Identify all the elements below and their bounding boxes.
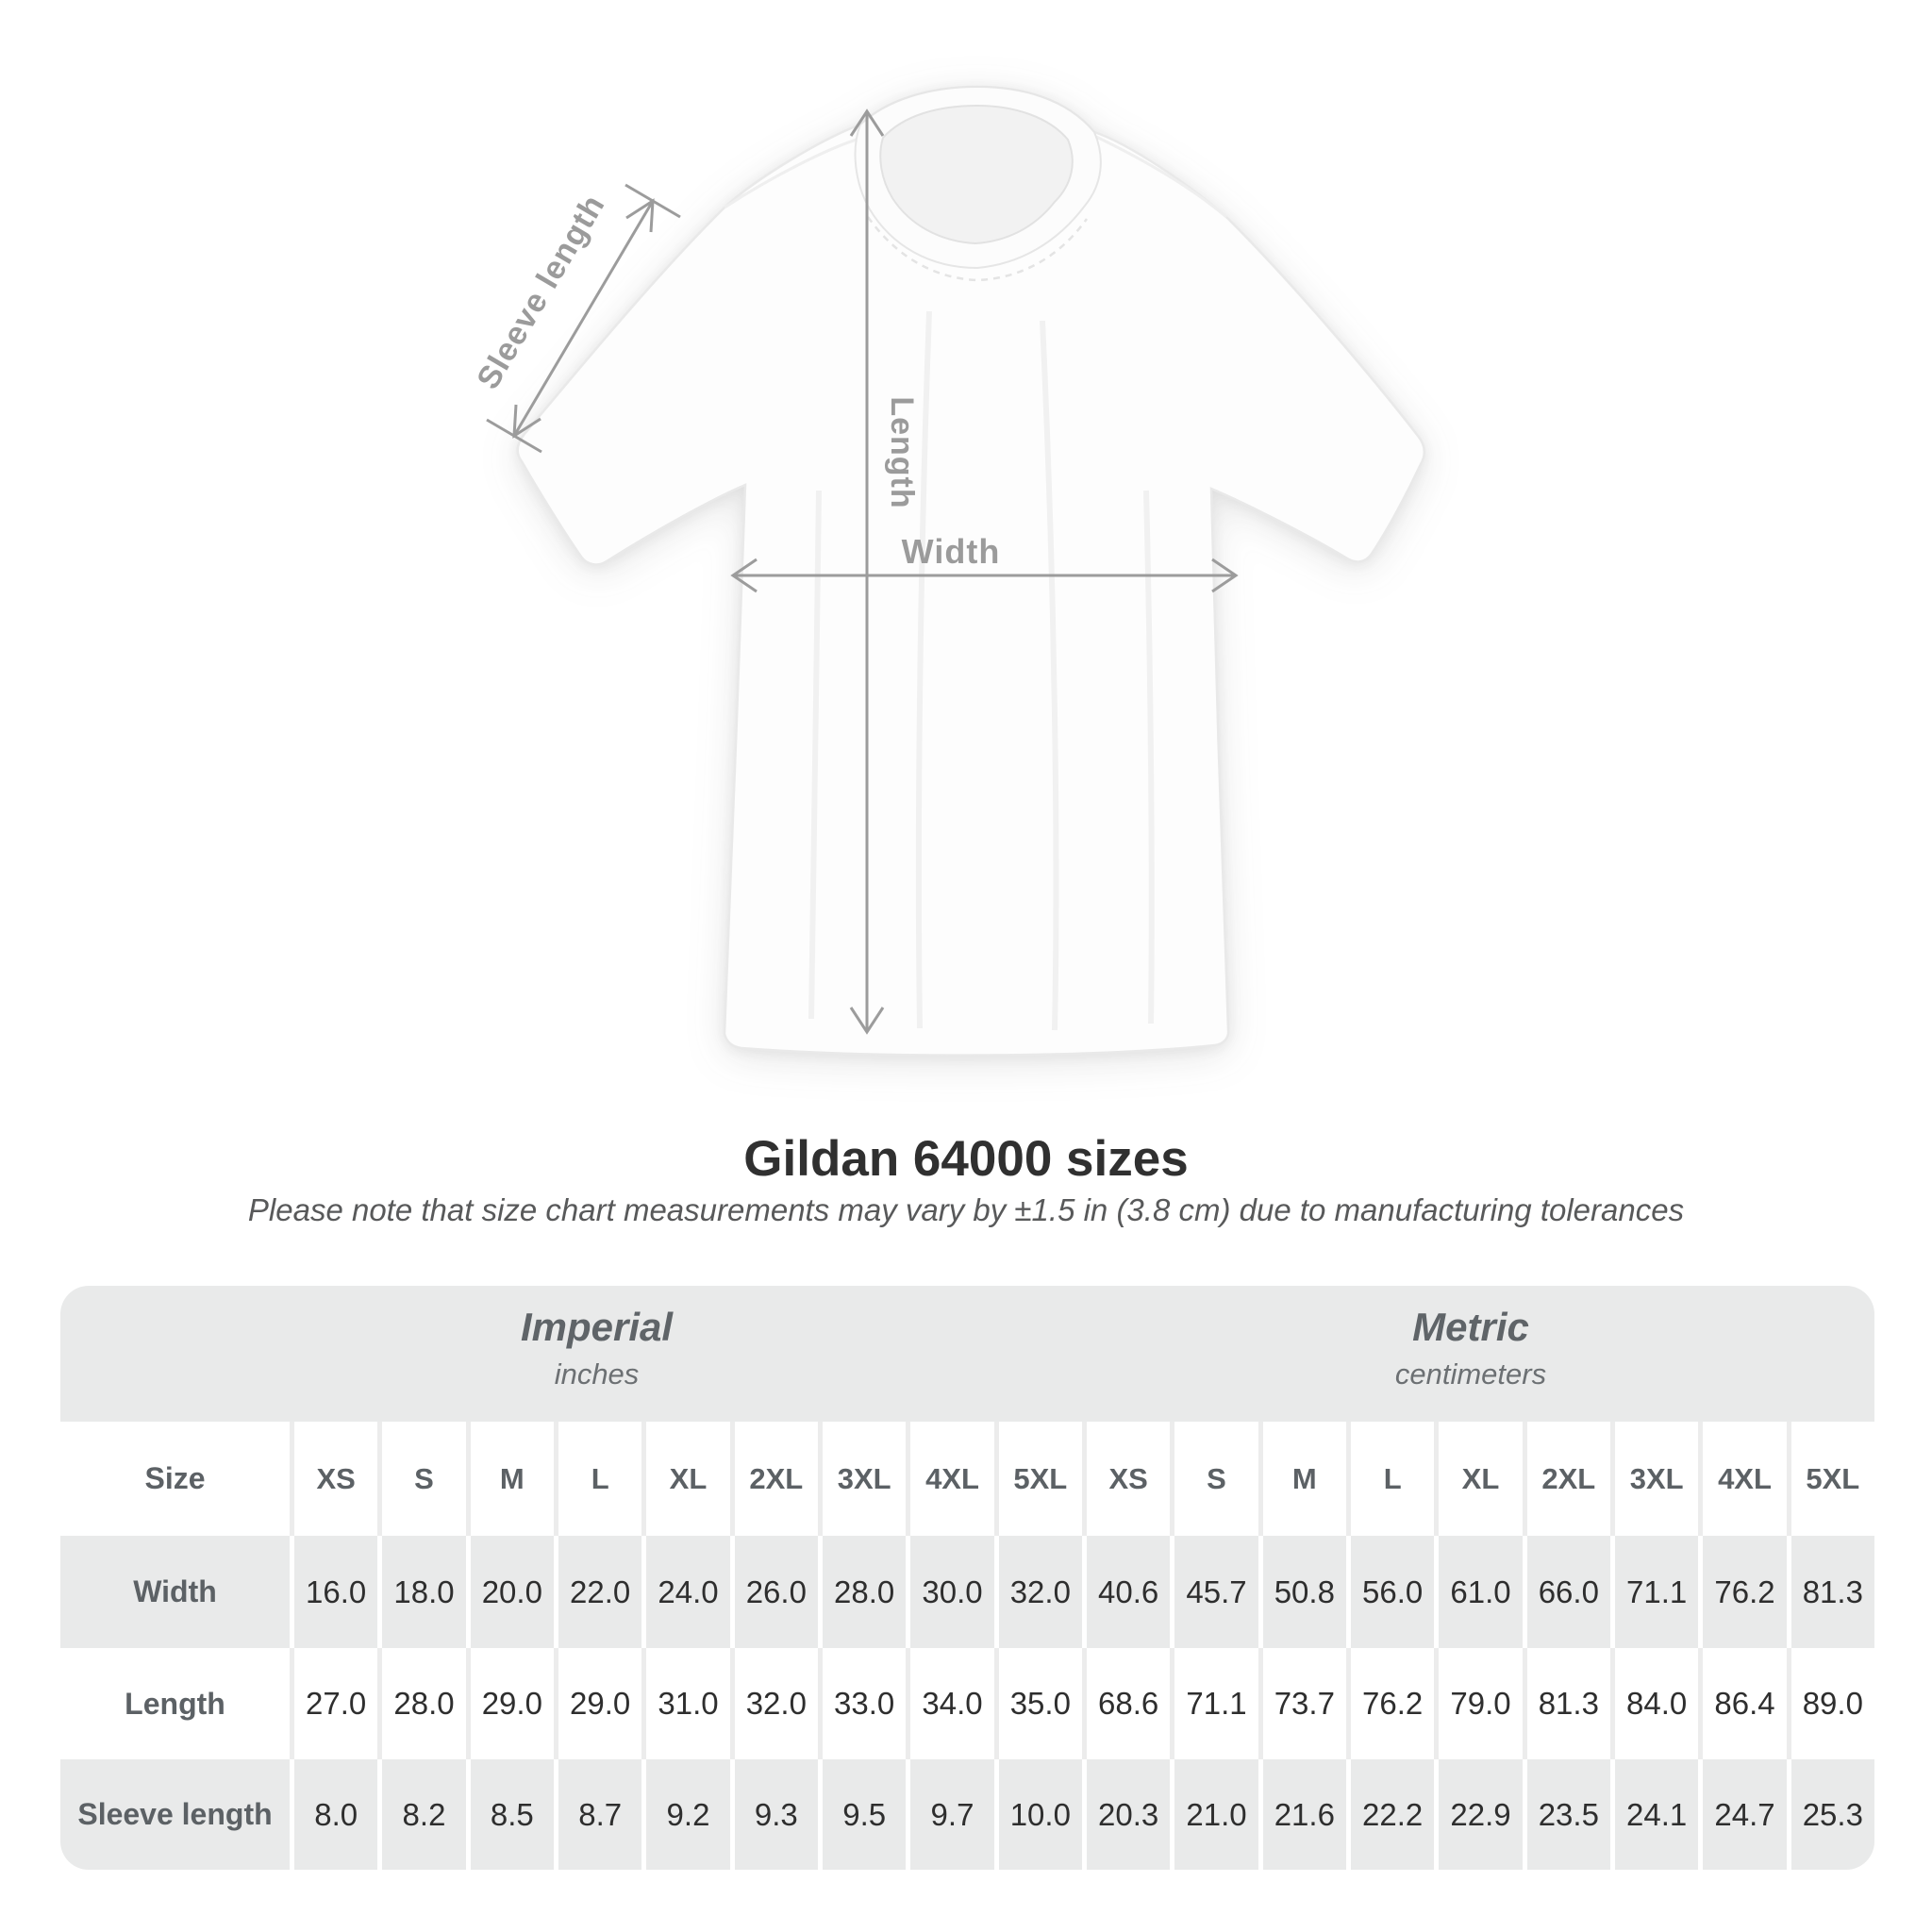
value-cell-metric: 45.7	[1170, 1536, 1258, 1648]
value-cell-metric: 76.2	[1346, 1648, 1435, 1759]
value-cell-imperial: 8.2	[377, 1759, 466, 1870]
value-cell-imperial: 29.0	[554, 1648, 642, 1759]
value-cell-metric: 24.7	[1698, 1759, 1787, 1870]
value-cell-imperial: 8.7	[554, 1759, 642, 1870]
value-cell-imperial: 22.0	[554, 1536, 642, 1648]
size-header-metric: 3XL	[1610, 1422, 1699, 1536]
value-cell-metric: 79.0	[1434, 1648, 1523, 1759]
value-cell-imperial: 8.0	[290, 1759, 378, 1870]
value-cell-imperial: 18.0	[377, 1536, 466, 1648]
width-label: Width	[902, 532, 1001, 571]
value-cell-imperial: 33.0	[818, 1648, 907, 1759]
value-cell-metric: 68.6	[1082, 1648, 1171, 1759]
value-cell-imperial: 35.0	[993, 1648, 1082, 1759]
size-col-header: Size	[60, 1422, 290, 1536]
size-header-metric: XS	[1082, 1422, 1171, 1536]
value-cell-imperial: 29.0	[465, 1648, 554, 1759]
value-cell-imperial: 30.0	[906, 1536, 994, 1648]
fabric-folds	[808, 310, 1155, 1031]
value-cell-metric: 25.3	[1786, 1759, 1874, 1870]
value-cell-metric: 21.0	[1170, 1759, 1258, 1870]
size-header-metric: 5XL	[1786, 1422, 1874, 1536]
size-header-metric: S	[1170, 1422, 1258, 1536]
value-cell-imperial: 9.2	[641, 1759, 730, 1870]
value-cell-imperial: 34.0	[906, 1648, 994, 1759]
value-cell-metric: 81.3	[1786, 1536, 1874, 1648]
row-label: Length	[60, 1648, 290, 1759]
value-cell-metric: 71.1	[1170, 1648, 1258, 1759]
imperial-header: Imperial inches	[86, 1286, 1108, 1422]
collar-stitching	[866, 216, 1089, 282]
metric-header-unit: centimeters	[1394, 1357, 1547, 1391]
value-cell-metric: 73.7	[1257, 1648, 1346, 1759]
value-cell-metric: 61.0	[1434, 1536, 1523, 1648]
size-header-metric: M	[1257, 1422, 1346, 1536]
value-cell-metric: 86.4	[1698, 1648, 1787, 1759]
size-header-imperial: 2XL	[729, 1422, 818, 1536]
value-cell-imperial: 28.0	[377, 1648, 466, 1759]
size-header-imperial: 5XL	[993, 1422, 1082, 1536]
value-cell-imperial: 26.0	[729, 1536, 818, 1648]
value-cell-imperial: 31.0	[641, 1648, 730, 1759]
imperial-header-title: Imperial	[520, 1305, 674, 1349]
width-dimension-arrow	[730, 558, 1239, 593]
value-cell-imperial: 24.0	[641, 1536, 730, 1648]
size-header-imperial: XS	[290, 1422, 378, 1536]
size-header-metric: 2XL	[1522, 1422, 1610, 1536]
sleeve-length-dimension-arrow	[486, 183, 681, 454]
size-header-metric: 4XL	[1698, 1422, 1787, 1536]
value-cell-metric: 84.0	[1610, 1648, 1699, 1759]
value-cell-imperial: 16.0	[290, 1536, 378, 1648]
value-cell-imperial: 32.0	[993, 1536, 1082, 1648]
size-header-metric: L	[1346, 1422, 1435, 1536]
metric-header-title: Metric	[1412, 1305, 1529, 1349]
row-label: Width	[60, 1536, 290, 1648]
value-cell-metric: 76.2	[1698, 1536, 1787, 1648]
value-cell-metric: 23.5	[1522, 1759, 1610, 1870]
length-label: Length	[884, 396, 920, 508]
value-cell-metric: 66.0	[1522, 1536, 1610, 1648]
value-cell-imperial: 20.0	[465, 1536, 554, 1648]
value-cell-metric: 50.8	[1257, 1536, 1346, 1648]
value-cell-imperial: 10.0	[993, 1759, 1082, 1870]
size-header-imperial: S	[377, 1422, 466, 1536]
value-cell-metric: 56.0	[1346, 1536, 1435, 1648]
row-label: Sleeve length	[60, 1759, 290, 1870]
tshirt-diagram: Sleeve length Length Width	[470, 85, 1426, 1057]
length-dimension-arrow	[849, 108, 885, 1035]
value-cell-metric: 71.1	[1610, 1536, 1699, 1648]
value-cell-metric: 20.3	[1082, 1759, 1171, 1870]
imperial-header-unit: inches	[554, 1357, 640, 1391]
value-cell-imperial: 27.0	[290, 1648, 378, 1759]
value-cell-metric: 24.1	[1610, 1759, 1699, 1870]
value-cell-metric: 40.6	[1082, 1536, 1171, 1648]
value-cell-metric: 22.2	[1346, 1759, 1435, 1870]
size-header-imperial: M	[465, 1422, 554, 1536]
size-header-imperial: XL	[641, 1422, 730, 1536]
value-cell-metric: 22.9	[1434, 1759, 1523, 1870]
size-table-grid: Size XS S M L XL 2XL 3XL 4XL 5XL XS S M L XL 2XL 3XL 4XL 5…	[60, 1422, 1874, 1870]
value-cell-imperial: 8.5	[465, 1759, 554, 1870]
value-cell-metric: 21.6	[1257, 1759, 1346, 1870]
value-cell-imperial: 9.3	[729, 1759, 818, 1870]
metric-header: Metric centimeters	[1074, 1286, 1867, 1422]
size-header-imperial: L	[554, 1422, 642, 1536]
size-table: Imperial inches Metric centimeters Size X…	[60, 1286, 1874, 1870]
value-cell-imperial: 28.0	[818, 1536, 907, 1648]
unit-header-band: Imperial inches Metric centimeters	[60, 1286, 1874, 1422]
value-cell-imperial: 9.5	[818, 1759, 907, 1870]
collar-opening	[879, 104, 1074, 245]
tshirt-image	[516, 85, 1426, 1057]
value-cell-imperial: 9.7	[906, 1759, 994, 1870]
value-cell-metric: 89.0	[1786, 1648, 1874, 1759]
size-header-imperial: 3XL	[818, 1422, 907, 1536]
size-header-imperial: 4XL	[906, 1422, 994, 1536]
value-cell-imperial: 32.0	[729, 1648, 818, 1759]
value-cell-metric: 81.3	[1522, 1648, 1610, 1759]
size-header-metric: XL	[1434, 1422, 1523, 1536]
tolerance-note: Please note that size chart measurements…	[247, 1192, 1685, 1227]
page-title: Gildan 64000 sizes	[743, 1131, 1189, 1187]
